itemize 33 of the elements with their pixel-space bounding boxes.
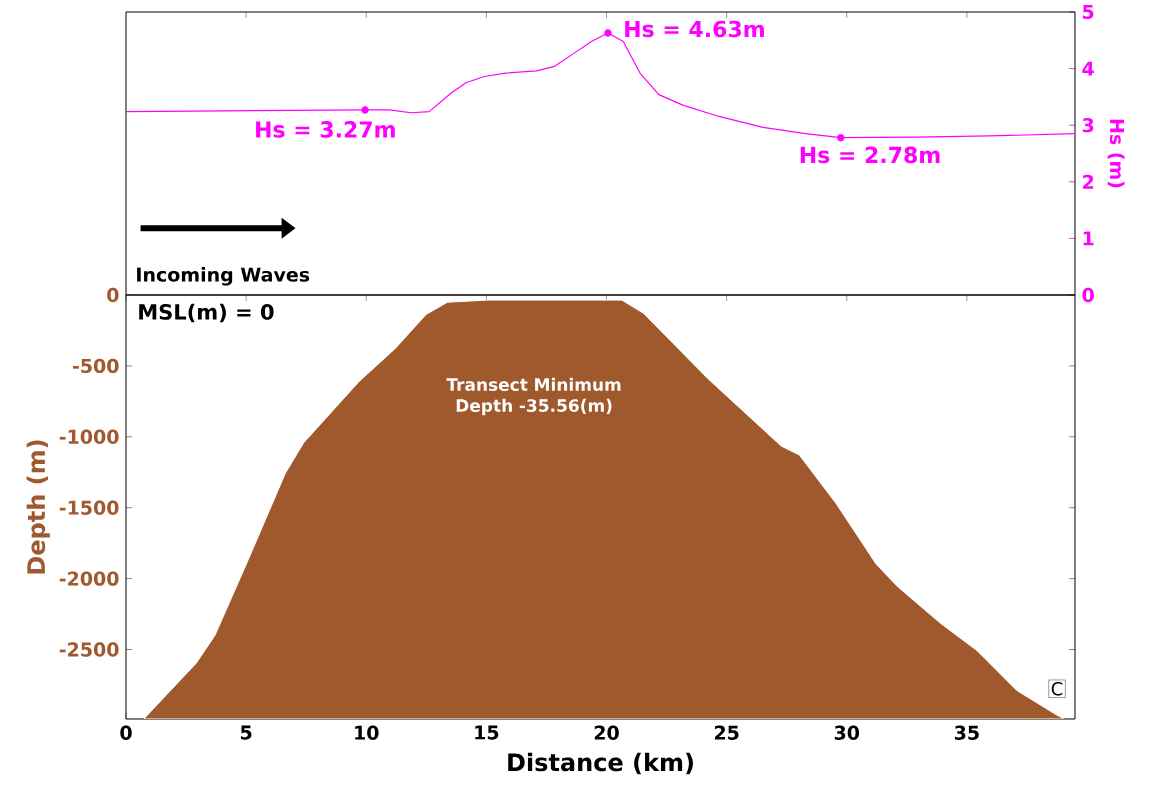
annotation: C [1051, 681, 1063, 696]
y-tick-label: 0 [107, 287, 119, 303]
y2-tick-label: 4 [1082, 61, 1094, 76]
x-tick-label: 0 [120, 725, 132, 740]
point [361, 106, 369, 114]
x-tick-label: 15 [475, 725, 499, 740]
x-tick-label: 20 [594, 725, 619, 740]
y-tick-label: -2500 [59, 642, 119, 657]
y-tick-label: -1500 [59, 500, 119, 515]
x-tick-label: 35 [954, 725, 979, 740]
annotation: Hs = 4.63m [625, 20, 764, 38]
y2-axis-title: Hs (m) [1107, 119, 1125, 188]
y2-tick-label: 2 [1083, 174, 1094, 189]
annotation: MSL(m) = 0 [139, 303, 274, 323]
point [604, 29, 612, 37]
y-tick-label: -500 [72, 358, 119, 374]
annotation: Hs = 2.78m [800, 146, 940, 164]
y2-tick-label: 3 [1082, 118, 1094, 133]
point [837, 133, 845, 142]
y2-tick-label: 1 [1083, 231, 1094, 246]
x-tick-label: 30 [834, 725, 860, 740]
y-tick-label: -1000 [59, 429, 119, 444]
x-axis-title: Distance (km) [508, 752, 693, 775]
y-tick-label: -2000 [59, 571, 119, 586]
y2-tick-label: 0 [1082, 287, 1094, 303]
x-tick-label: 5 [240, 725, 252, 740]
x-tick-label: 25 [714, 725, 739, 740]
x-tick-label: 10 [355, 725, 379, 740]
annotation: Hs = 3.27m [256, 121, 395, 138]
annotation: Incoming Waves [137, 267, 310, 286]
y2-tick-label: 5 [1082, 4, 1094, 20]
annotation: Transect Minimum Depth -35.56(m) [446, 377, 621, 416]
y-axis-title: Depth (m) [26, 440, 50, 574]
